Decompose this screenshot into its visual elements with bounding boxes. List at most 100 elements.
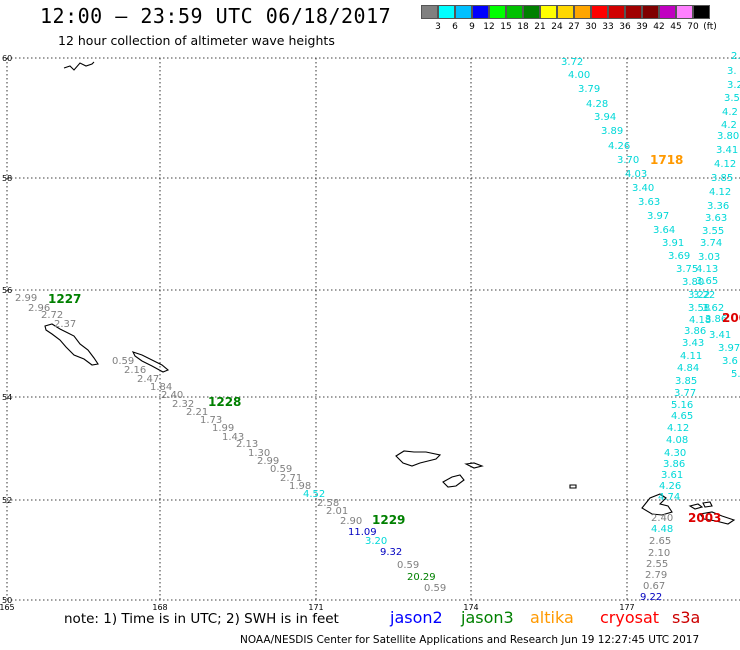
wave-height-value: 3.03 [698, 252, 720, 263]
track-time-label: 1227 [48, 292, 81, 306]
scale-label: 70 [687, 22, 699, 32]
wave-height-value: 3.86 [684, 326, 706, 337]
scale-swatch [472, 5, 489, 19]
wave-height-value: 4.74 [658, 492, 680, 503]
coastline-medny-island [131, 351, 170, 373]
legend-jason2: jason2 [390, 608, 443, 627]
wave-height-value: 3.72 [561, 57, 583, 68]
scale-swatch [438, 5, 455, 19]
latitude-label: 52 [2, 496, 12, 505]
longitude-label: 165 [0, 603, 15, 612]
legend-s3a: s3a [672, 608, 701, 627]
scale-swatch [591, 5, 608, 19]
wave-height-value: 3.62 [702, 303, 724, 314]
footnote: note: 1) Time is in UTC; 2) SWH is in fe… [64, 611, 339, 627]
scale-label: 33 [602, 22, 614, 32]
latitude-label: 54 [2, 393, 12, 402]
wave-height-value: 3.79 [578, 84, 600, 95]
longitude-label: 168 [152, 603, 167, 612]
wave-height-value: 3.20 [365, 536, 387, 547]
scale-swatch [659, 5, 676, 19]
wave-height-value: 3.41 [709, 330, 731, 341]
wave-height-value: 3.85 [675, 376, 697, 387]
coastline-bering-island [44, 323, 99, 366]
wave-height-value: 2.37 [54, 319, 76, 330]
wave-height-value: 2.32 [172, 399, 194, 410]
wave-height-value: 4.26 [659, 481, 681, 492]
wave-height-value: 2.21 [186, 407, 208, 418]
scale-swatch [693, 5, 710, 19]
map-subtitle: 12 hour collection of altimeter wave hei… [58, 33, 335, 48]
scale-label: 21 [534, 22, 546, 32]
wave-height-value: 1.30 [248, 448, 270, 459]
wave-height-value: 3.6 [722, 356, 738, 367]
wave-height-value: 4.65 [671, 411, 693, 422]
wave-height-value: 4.2 [721, 120, 737, 131]
wave-height-value: 1.84 [150, 382, 172, 393]
coastline-islet-b [702, 501, 713, 508]
scale-swatch [489, 5, 506, 19]
scale-label: 36 [619, 22, 631, 32]
wave-height-value: 3.85 [711, 173, 733, 184]
coastline-buldir [442, 474, 465, 488]
coastline-kiska-east [641, 493, 673, 516]
wave-height-value: 4.08 [666, 435, 688, 446]
wave-height-value: 4.12 [709, 187, 731, 198]
wave-height-value: 5.16 [671, 400, 693, 411]
wave-height-value: 3.97 [647, 211, 669, 222]
wave-height-value: 0.59 [397, 560, 419, 571]
wave-height-value: 4.00 [568, 70, 590, 81]
wave-height-value: 4.18 [689, 315, 711, 326]
wave-height-value: 2.10 [648, 548, 670, 559]
track-time-label: 1229 [372, 513, 405, 527]
coastline-kamchatka-tip [63, 61, 95, 71]
wave-height-value: 2.72 [41, 310, 63, 321]
wave-height-value: 4.2 [722, 107, 738, 118]
scale-swatch [540, 5, 557, 19]
scale-label: 42 [653, 22, 665, 32]
scale-swatch [625, 5, 642, 19]
wave-height-value: 1.99 [212, 423, 234, 434]
coastline-rat-island-1 [569, 484, 577, 489]
wave-height-value: 3.58 [688, 303, 710, 314]
legend-altika: altika [530, 608, 574, 627]
wave-height-value: 4.28 [586, 99, 608, 110]
longitude-label: 174 [463, 603, 478, 612]
track-time-label: 200 [722, 311, 740, 325]
wave-height-value: 3.97 [718, 343, 740, 354]
coastline-attu-island [395, 450, 442, 467]
scale-label: 6 [452, 22, 458, 32]
wave-height-value: 2.79 [645, 570, 667, 581]
scale-label: 30 [585, 22, 597, 32]
wave-height-value: 4.11 [680, 351, 702, 362]
wave-height-value: 3.5 [724, 93, 740, 104]
wave-height-value: 2.58 [317, 498, 339, 509]
wave-height-value: 1.43 [222, 432, 244, 443]
scale-swatch [574, 5, 591, 19]
wave-height-value: 3.91 [662, 238, 684, 249]
wave-height-value: 3.89 [601, 126, 623, 137]
altimeter-tracks: 2.992.962.722.3712270.592.162.471.842.40… [15, 51, 740, 603]
wave-height-value: 3.63 [705, 213, 727, 224]
wave-height-value: 4.84 [677, 363, 699, 374]
longitude-label: 171 [308, 603, 323, 612]
wave-height-value: 3.94 [594, 112, 616, 123]
wave-height-value: 4.03 [625, 169, 647, 180]
wave-height-value: 3.55 [702, 226, 724, 237]
legend-jason3: jason3 [461, 608, 514, 627]
wave-height-value: 3.41 [716, 145, 738, 156]
wave-height-value: 3.75 [676, 264, 698, 275]
scale-swatch [506, 5, 523, 19]
scale-label: 24 [551, 22, 563, 32]
track-1227: 2.992.962.722.37 1227 [15, 292, 81, 330]
wave-height-value: 1.73 [200, 415, 222, 426]
longitude-label: 177 [619, 603, 634, 612]
wave-height-value: 3.86 [705, 314, 727, 325]
scale-swatch [455, 5, 472, 19]
credit-line: NOAA/NESDIS Center for Satellite Applica… [240, 634, 700, 646]
wave-height-value: 2.16 [124, 365, 146, 376]
track-2003: 2.40 2.652.102.552.790.679.22 2003 [640, 511, 721, 603]
scale-swatch [523, 5, 540, 19]
